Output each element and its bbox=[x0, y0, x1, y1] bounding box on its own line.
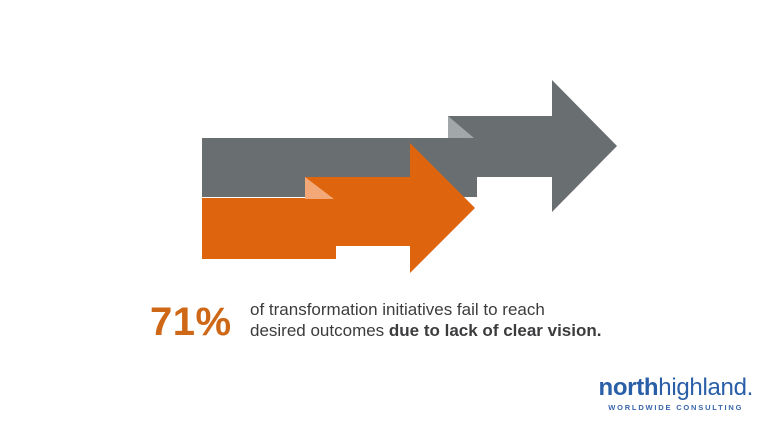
logo-tagline: WORLDWIDE CONSULTING bbox=[608, 403, 744, 412]
logo-wordmark-bold: north bbox=[598, 374, 659, 401]
orange-arrow-fold-triangle bbox=[305, 177, 334, 199]
gray-arrow-head bbox=[552, 80, 617, 212]
logo-wordmark: northhighland. bbox=[598, 376, 753, 400]
gray-arrow-upper-band bbox=[448, 116, 552, 177]
orange-arrow-head bbox=[410, 143, 475, 273]
orange-arrow-shaft bbox=[202, 198, 336, 259]
orange-arrow bbox=[202, 143, 475, 273]
gray-arrow-fold-triangle bbox=[448, 116, 474, 138]
northhighland-logo: northhighland. WORLDWIDE CONSULTING bbox=[598, 376, 753, 412]
orange-arrow-upper-band bbox=[305, 177, 410, 246]
gray-arrow bbox=[202, 80, 617, 212]
logo-wordmark-light: highland. bbox=[658, 374, 753, 401]
